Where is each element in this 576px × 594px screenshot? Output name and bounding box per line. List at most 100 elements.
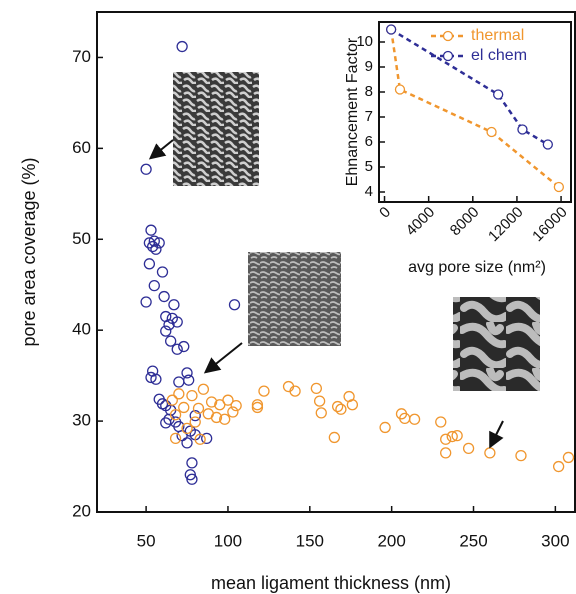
point	[197, 383, 210, 395]
point	[163, 319, 175, 331]
point	[553, 181, 565, 193]
point	[251, 399, 264, 411]
point	[462, 442, 475, 455]
point	[181, 422, 193, 435]
point	[201, 432, 213, 445]
x-tick-label: 12000	[485, 204, 527, 246]
point	[446, 430, 458, 443]
point	[328, 431, 341, 444]
y-tick-label: 4	[365, 183, 373, 200]
point	[222, 394, 234, 406]
point	[517, 124, 528, 135]
y-tick-label: 6	[365, 133, 373, 150]
point	[169, 409, 182, 421]
x-tick-label: 250	[459, 531, 487, 550]
point	[160, 325, 172, 337]
x-tick-label: 16000	[529, 204, 571, 246]
point	[202, 408, 214, 420]
point	[192, 402, 205, 415]
x-tick-label: 150	[296, 531, 324, 550]
point	[552, 460, 565, 473]
point	[315, 407, 327, 419]
y-axis-label: Ehnancement Factor	[344, 37, 361, 186]
series-line	[390, 28, 549, 146]
point	[451, 429, 463, 442]
x-tick-label: 100	[214, 531, 242, 550]
point	[181, 367, 193, 379]
point	[176, 40, 188, 53]
point	[310, 382, 323, 395]
y-tick-label: 10	[356, 33, 373, 50]
y-tick-label: 9	[365, 58, 373, 75]
y-tick-label: 5	[365, 158, 373, 175]
point	[176, 429, 188, 442]
point	[194, 433, 206, 445]
micrograph	[248, 252, 341, 346]
point	[440, 433, 452, 445]
point	[183, 374, 195, 386]
point	[189, 416, 201, 428]
point	[184, 469, 196, 481]
point	[379, 421, 391, 434]
point	[313, 395, 326, 407]
point	[147, 240, 159, 253]
point	[150, 373, 162, 385]
point	[186, 457, 198, 469]
point	[289, 385, 301, 397]
point	[230, 399, 242, 412]
point	[205, 396, 218, 408]
point	[251, 401, 264, 414]
arrow	[489, 420, 504, 449]
y-tick-label: 7	[365, 108, 373, 125]
point	[435, 416, 447, 428]
inset-chart: 4 5 6 7 8 9 10 0 4000 8000 12000 16000 avg pore size…	[344, 21, 572, 276]
point	[143, 258, 156, 270]
point	[173, 388, 185, 400]
point	[165, 335, 177, 347]
x-tick-label: 50	[137, 531, 156, 550]
point	[166, 394, 178, 406]
x-axis-label: avg pore size (nm²)	[408, 259, 546, 276]
y-tick-label: 50	[72, 229, 91, 248]
point	[408, 413, 421, 425]
y-tick-label: 70	[72, 47, 91, 66]
point	[145, 371, 157, 384]
inset-background	[379, 22, 571, 202]
point	[335, 403, 347, 415]
x-tick-label: 300	[541, 531, 569, 550]
legend-marker	[442, 30, 454, 42]
point	[258, 385, 270, 397]
point	[156, 398, 169, 410]
point	[168, 299, 180, 311]
point	[178, 340, 190, 353]
point	[148, 279, 160, 292]
x-tick-label: 4000	[403, 204, 439, 240]
micrograph	[173, 72, 259, 186]
point	[189, 409, 201, 422]
y-tick-label: 30	[72, 411, 91, 430]
x-tick-label: 0	[376, 204, 394, 222]
point	[219, 413, 231, 425]
point	[394, 84, 406, 95]
plot-frame	[378, 21, 572, 203]
point	[169, 432, 182, 445]
point	[181, 437, 193, 449]
y-tick-label: 8	[365, 83, 373, 100]
point	[186, 473, 198, 485]
point	[156, 266, 169, 278]
point	[171, 343, 183, 355]
point	[171, 316, 183, 328]
point	[140, 163, 152, 175]
point	[227, 406, 239, 418]
point	[486, 126, 497, 138]
point	[346, 399, 359, 411]
point	[385, 24, 397, 35]
y-tick-label: 60	[72, 138, 91, 157]
point	[150, 243, 162, 255]
x-tick-label: 200	[377, 531, 405, 550]
y-tick-label: 40	[72, 320, 91, 339]
point	[440, 447, 452, 459]
point	[158, 290, 170, 303]
